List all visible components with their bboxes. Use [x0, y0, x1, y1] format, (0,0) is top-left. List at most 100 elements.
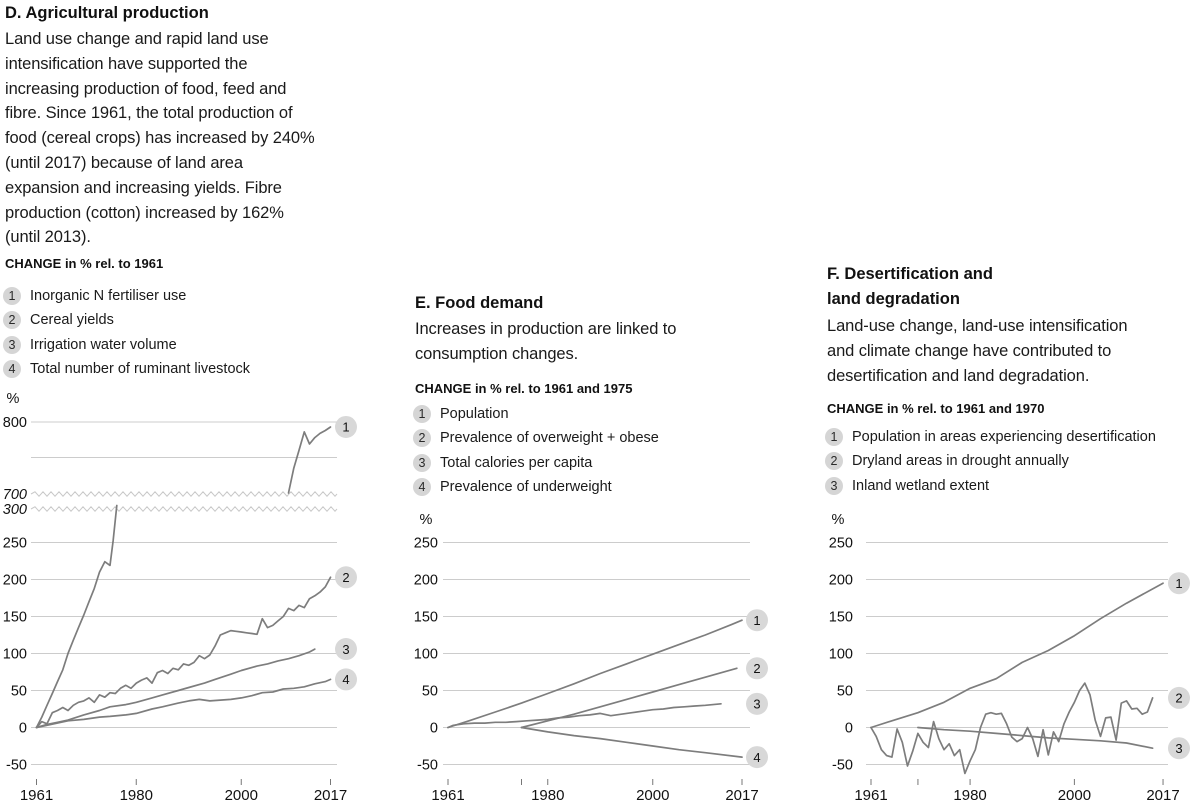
legend-item-label: Cereal yields: [30, 312, 114, 329]
legend-list: 1 Population 2 Prevalence of overweight + o…: [413, 405, 659, 502]
series-number-badge: [746, 609, 768, 632]
series-line: [917, 726, 1154, 750]
legend-item: 1 Inorganic N fertiliser use: [3, 287, 250, 305]
panel-title: E. Food demand: [415, 294, 544, 312]
panel-description: Increases in production are linked to co…: [415, 320, 677, 363]
svg-text:1: 1: [753, 613, 760, 628]
legend-item-label: Population: [440, 406, 509, 422]
legend-item-label: Inland wetland extent: [852, 477, 990, 494]
legend-number-badge: 3: [3, 335, 21, 354]
legend-item: 3 Irrigation water volume: [3, 335, 250, 354]
series-number-badge: [1168, 572, 1190, 595]
legend-item: 2 Cereal yields: [3, 311, 250, 330]
series-line: [870, 582, 1164, 729]
series-line: [447, 619, 743, 729]
chart-food-demand: 250 200 150 100 50 0 -50% 1961 1980 2000 2017 1 2 3 4: [414, 512, 768, 803]
svg-text:100: 100: [829, 647, 853, 663]
svg-text:1961: 1961: [20, 787, 53, 803]
legend-item-label: Population in areas experiencing deserti…: [852, 429, 1156, 445]
legend-list: 1 Population in areas experiencing desert…: [825, 428, 1156, 501]
legend-item: 3 Inland wetland extent: [825, 476, 1156, 495]
svg-text:1980: 1980: [120, 787, 153, 803]
svg-text:2000: 2000: [225, 787, 258, 803]
series-number-badge: [1168, 686, 1190, 709]
series-number-badge: [335, 415, 357, 438]
svg-text:100: 100: [414, 647, 438, 663]
change-heading: CHANGE in % rel. to 1961 and 1970: [827, 401, 1045, 416]
legend-list: 1 Inorganic N fertiliser use 2 Cereal yield…: [3, 287, 250, 384]
series: 1 2 3 4: [35, 415, 357, 729]
svg-text:2: 2: [1175, 691, 1182, 706]
svg-text:2017: 2017: [1146, 787, 1179, 803]
legend-item-label: Irrigation water volume: [30, 336, 177, 353]
svg-text:1: 1: [342, 420, 349, 435]
legend-item-label: Prevalence of underweight: [440, 478, 612, 495]
svg-text:1: 1: [1175, 576, 1182, 591]
series-number-badge: [746, 692, 768, 715]
legend-item-label: Prevalence of overweight + obese: [440, 430, 659, 447]
svg-text:250: 250: [3, 536, 27, 552]
svg-text:200: 200: [829, 573, 853, 589]
legend-number-badge: 1: [3, 287, 21, 305]
legend-number-badge: 3: [413, 453, 431, 472]
legend-item-label: Dryland areas in drought annually: [852, 453, 1069, 470]
svg-text:150: 150: [3, 610, 27, 626]
series-line: [447, 702, 722, 729]
svg-text:1961: 1961: [854, 787, 887, 803]
y-axis-unit-label: %: [420, 512, 433, 528]
series-line: [870, 682, 1154, 775]
panel-title: D. Agricultural production: [5, 4, 209, 22]
series-number-badge: [1168, 737, 1190, 760]
svg-text:800: 800: [3, 415, 27, 431]
svg-text:4: 4: [753, 750, 760, 765]
series-number-badge: [335, 668, 357, 691]
svg-text:200: 200: [3, 573, 27, 589]
legend-item: 4 Prevalence of underweight: [413, 477, 659, 496]
legend-item: 1 Population: [413, 405, 659, 423]
y-axis-unit-label: %: [832, 512, 845, 528]
svg-text:100: 100: [3, 647, 27, 663]
svg-text:2000: 2000: [1058, 787, 1091, 803]
panel-title: F. Desertification and land degradation: [827, 265, 993, 308]
x-axis: 1961 1980 2000 2017: [20, 779, 347, 803]
x-axis: 1961 1980 2000 2017: [854, 779, 1180, 803]
svg-text:3: 3: [1175, 741, 1182, 756]
change-heading: CHANGE in % rel. to 1961: [5, 256, 164, 271]
svg-text:-50: -50: [417, 758, 438, 774]
legend-item: 2 Dryland areas in drought annually: [825, 452, 1156, 471]
legend-item: 1 Population in areas experiencing desert…: [825, 428, 1156, 446]
svg-text:0: 0: [19, 721, 27, 737]
panel-description: Land use change and rapid land use inten…: [5, 30, 315, 247]
svg-text:3: 3: [342, 642, 349, 657]
svg-text:2017: 2017: [314, 787, 347, 803]
legend-number-badge: 2: [413, 429, 431, 448]
legend-number-badge: 2: [3, 311, 21, 330]
series: 1 2 3 4: [447, 609, 768, 769]
svg-text:50: 50: [11, 684, 27, 700]
gridlines: 250 200 150 100 50 0 -50: [414, 536, 750, 774]
svg-text:300: 300: [3, 502, 27, 518]
chart-desertification: 250 200 150 100 50 0 -50% 1961 1980 2000 2017 1 2 3: [829, 512, 1190, 803]
svg-text:200: 200: [414, 573, 438, 589]
svg-text:1961: 1961: [431, 787, 464, 803]
legend-item: 2 Prevalence of overweight + obese: [413, 429, 659, 448]
series-line: [35, 504, 118, 729]
svg-text:150: 150: [829, 610, 853, 626]
series-number-badge: [335, 638, 357, 661]
legend-item: 4 Total number of ruminant livestock: [3, 359, 251, 378]
panel-description: Land-use change, land-use intensificatio…: [827, 317, 1128, 385]
legend-number-badge: 4: [3, 359, 21, 378]
legend-number-badge: 4: [413, 477, 431, 496]
svg-text:2000: 2000: [636, 787, 669, 803]
x-axis: 1961 1980 2000 2017: [431, 779, 759, 803]
svg-text:1980: 1980: [531, 787, 564, 803]
svg-text:2: 2: [342, 570, 349, 585]
svg-text:0: 0: [845, 721, 853, 737]
change-heading: CHANGE in % rel. to 1961 and 1975: [415, 381, 633, 396]
svg-text:4: 4: [342, 672, 349, 687]
svg-text:2: 2: [753, 661, 760, 676]
legend-item-label: Total number of ruminant livestock: [30, 360, 251, 377]
